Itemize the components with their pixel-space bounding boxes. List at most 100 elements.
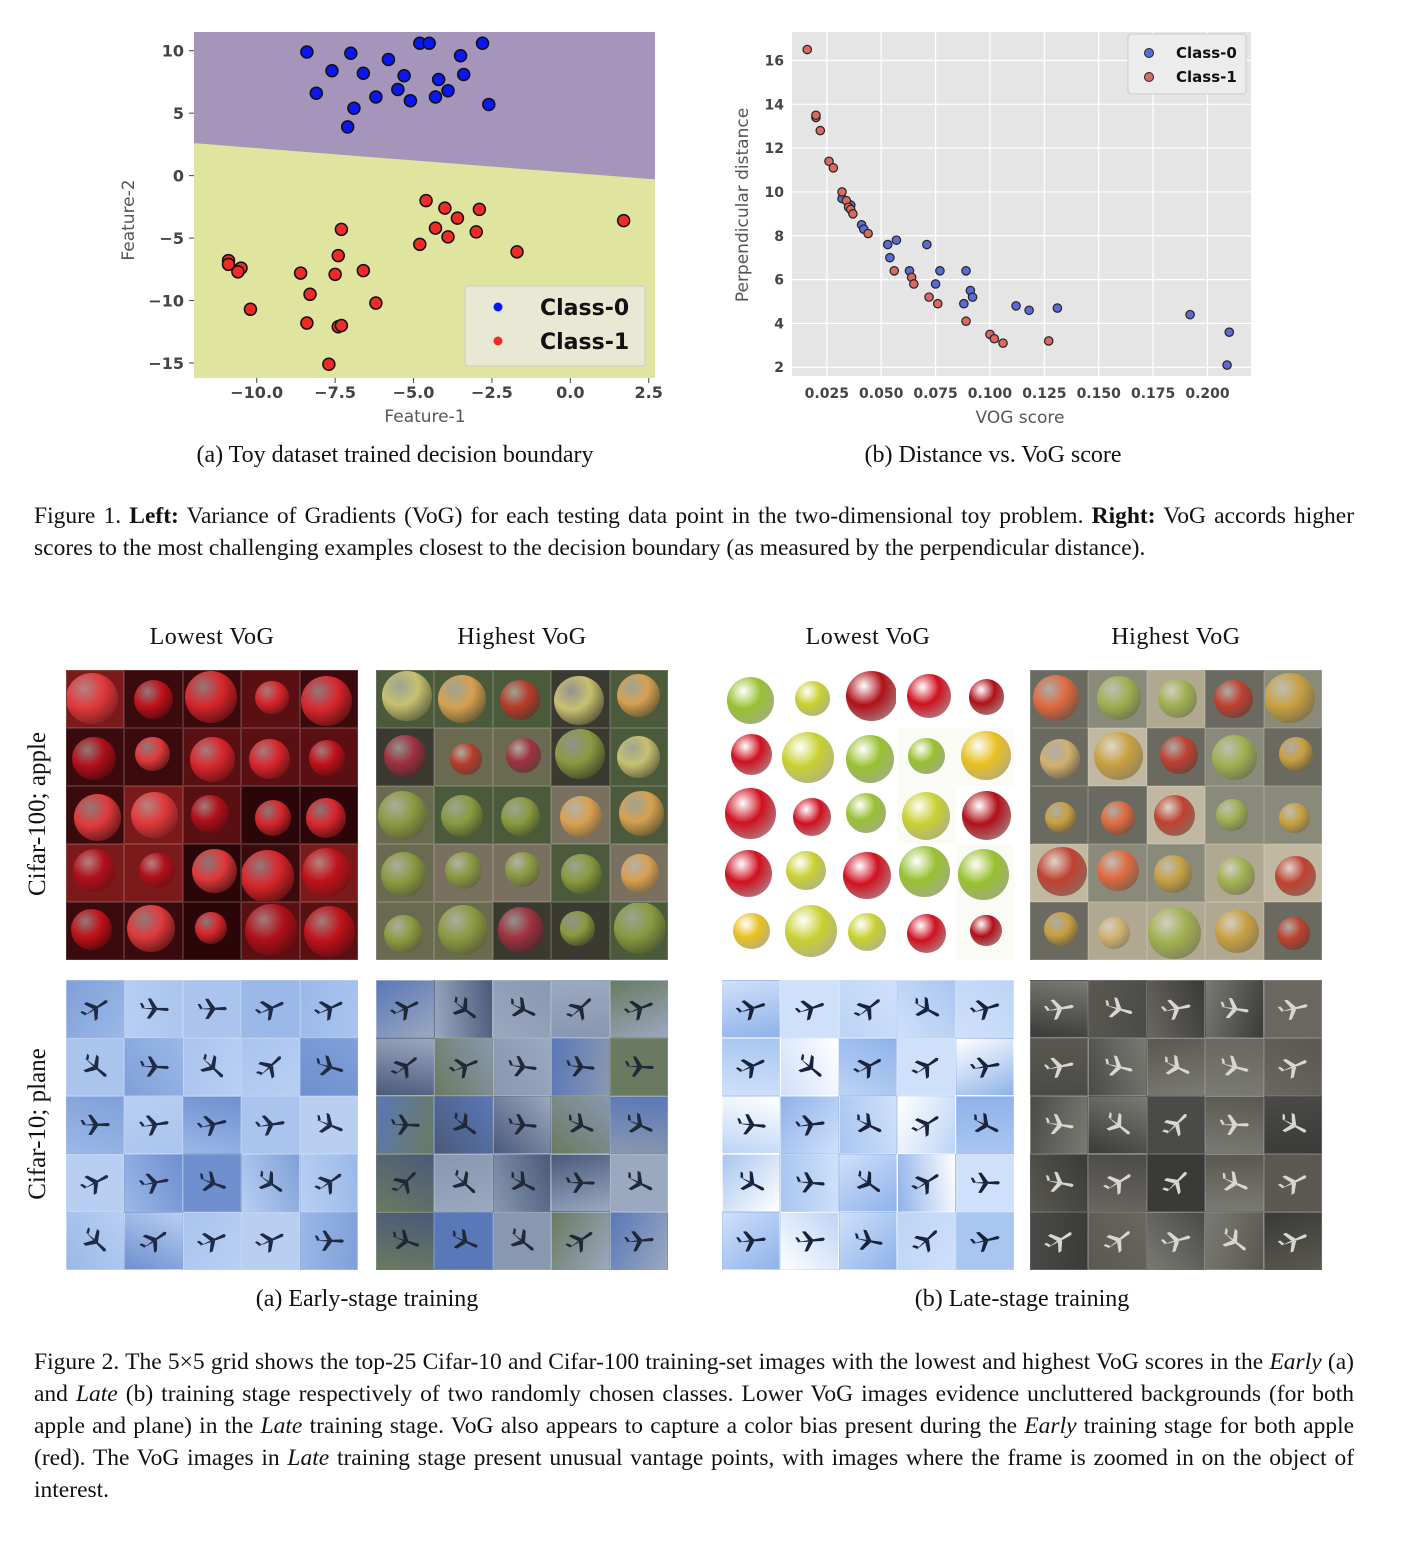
toy-decision-boundary-chart: −10.0 −7.5 −5.0 −2.5 0.0 2.5 10 5 0 −5 −10 −15 Clas… — [119, 32, 663, 427]
plane-thumbnail — [780, 980, 839, 1038]
apple-thumbnail — [1030, 902, 1089, 960]
apple-thumbnail — [897, 844, 956, 902]
apple-thumbnail — [376, 728, 435, 786]
apple-shape — [1100, 801, 1135, 836]
point-class-1 — [472, 202, 487, 217]
y-tick-label: 12 — [765, 141, 784, 157]
apple-thumbnail — [299, 670, 358, 728]
y-tick-label: 8 — [774, 229, 784, 245]
caption-left-text: Variance of Gradients (VoG) for each tes… — [186, 503, 1084, 529]
apple-thumbnail — [1205, 844, 1264, 902]
apple-shape — [301, 676, 353, 727]
airplane-icon — [1104, 1055, 1133, 1076]
airplane-icon — [452, 996, 476, 1019]
apple-thumbnail — [955, 902, 1014, 960]
apple-shape — [1214, 680, 1253, 718]
apple-thumbnail — [722, 728, 781, 786]
apple-thumbnail — [1146, 844, 1206, 902]
apple-thumbnail — [609, 728, 668, 786]
x-tick-label: 0.050 — [859, 386, 904, 402]
plane-late-lowest-grid — [722, 980, 1014, 1270]
apple-thumbnail — [434, 670, 493, 728]
point-class-1 — [303, 287, 317, 302]
plane-thumbnail — [1030, 1038, 1089, 1096]
apple-thumbnail — [838, 844, 898, 902]
plane-thumbnail — [722, 980, 781, 1038]
apple-thumbnail — [1146, 902, 1206, 960]
apple-shape — [616, 735, 660, 778]
apple-thumbnail — [1263, 902, 1322, 960]
airplane-icon — [1220, 1114, 1250, 1136]
apple-thumbnail — [551, 786, 610, 844]
point-class-1 — [848, 209, 858, 219]
airplane-icon — [255, 1115, 286, 1136]
apple-thumbnail — [434, 786, 493, 844]
apple-shape — [505, 852, 540, 888]
caption-italic: Late — [287, 1445, 330, 1471]
point-class-0 — [428, 90, 443, 104]
apple-thumbnail — [66, 844, 125, 902]
apple-thumbnail — [1263, 728, 1322, 786]
apple-thumbnail — [124, 728, 183, 786]
airplane-icon — [255, 1001, 285, 1021]
apple-shape — [906, 674, 951, 719]
apple-shape — [906, 913, 947, 953]
legend-marker-class-1 — [1144, 72, 1154, 82]
plane-thumbnail — [299, 1038, 358, 1096]
apple-thumbnail — [1205, 728, 1264, 786]
apple-thumbnail — [780, 670, 839, 728]
apple-thumbnail — [1205, 786, 1264, 844]
apple-thumbnail — [241, 670, 300, 728]
apple-shape — [781, 731, 834, 784]
apple-thumbnail — [609, 902, 668, 960]
row-label-plane: Cifar-10; plane — [24, 1048, 51, 1200]
apple-shape — [726, 676, 775, 725]
apple-thumbnail — [551, 670, 610, 728]
figure2-right-subcaption: (b) Late-stage training — [914, 1286, 1130, 1312]
x-tick-label: 0.175 — [1131, 386, 1175, 402]
apple-shape — [968, 679, 1005, 715]
apple-shape — [505, 738, 542, 774]
point-class-1 — [334, 318, 349, 333]
airplane-icon — [1044, 1232, 1072, 1254]
apple-shape — [73, 794, 121, 842]
plane-thumbnail — [241, 980, 300, 1038]
point-class-1 — [300, 316, 314, 330]
apple-shape — [190, 795, 229, 833]
point-class-1 — [293, 266, 308, 280]
apple-thumbnail — [124, 786, 183, 844]
apple-thumbnail — [241, 844, 300, 902]
plane-thumbnail — [955, 980, 1014, 1038]
airplane-icon — [566, 1056, 596, 1077]
plane-thumbnail — [241, 1038, 300, 1096]
airplane-icon — [566, 1172, 596, 1194]
apple-early-lowest-grid — [66, 670, 358, 960]
plane-thumbnail — [1263, 1212, 1322, 1270]
apple-thumbnail — [124, 844, 183, 902]
point-class-0 — [930, 279, 941, 289]
apple-shape — [1096, 849, 1139, 892]
plane-thumbnail — [1088, 1154, 1147, 1212]
plane-thumbnail — [838, 980, 898, 1038]
apple-thumbnail — [299, 786, 358, 844]
apple-thumbnail — [780, 786, 839, 844]
x-tick-label: 0.100 — [968, 386, 1013, 402]
airplane-icon — [566, 998, 592, 1021]
apple-shape — [383, 735, 427, 778]
plane-thumbnail — [1146, 1038, 1206, 1096]
apple-shape — [1033, 675, 1080, 722]
chart2-legend: Class-0 Class-1 — [1127, 33, 1247, 95]
apple-shape — [380, 852, 427, 898]
point-class-0 — [431, 72, 446, 87]
point-class-0 — [961, 266, 971, 276]
apple-thumbnail — [897, 728, 956, 786]
apple-thumbnail — [609, 670, 668, 728]
apple-thumbnail — [897, 670, 956, 728]
apple-shape — [784, 905, 838, 958]
point-class-1 — [1043, 336, 1054, 346]
apple-thumbnail — [955, 670, 1014, 728]
plane-thumbnail — [609, 1038, 668, 1096]
airplane-icon — [969, 1057, 1000, 1079]
point-class-0 — [347, 101, 361, 115]
point-class-0 — [475, 36, 490, 50]
